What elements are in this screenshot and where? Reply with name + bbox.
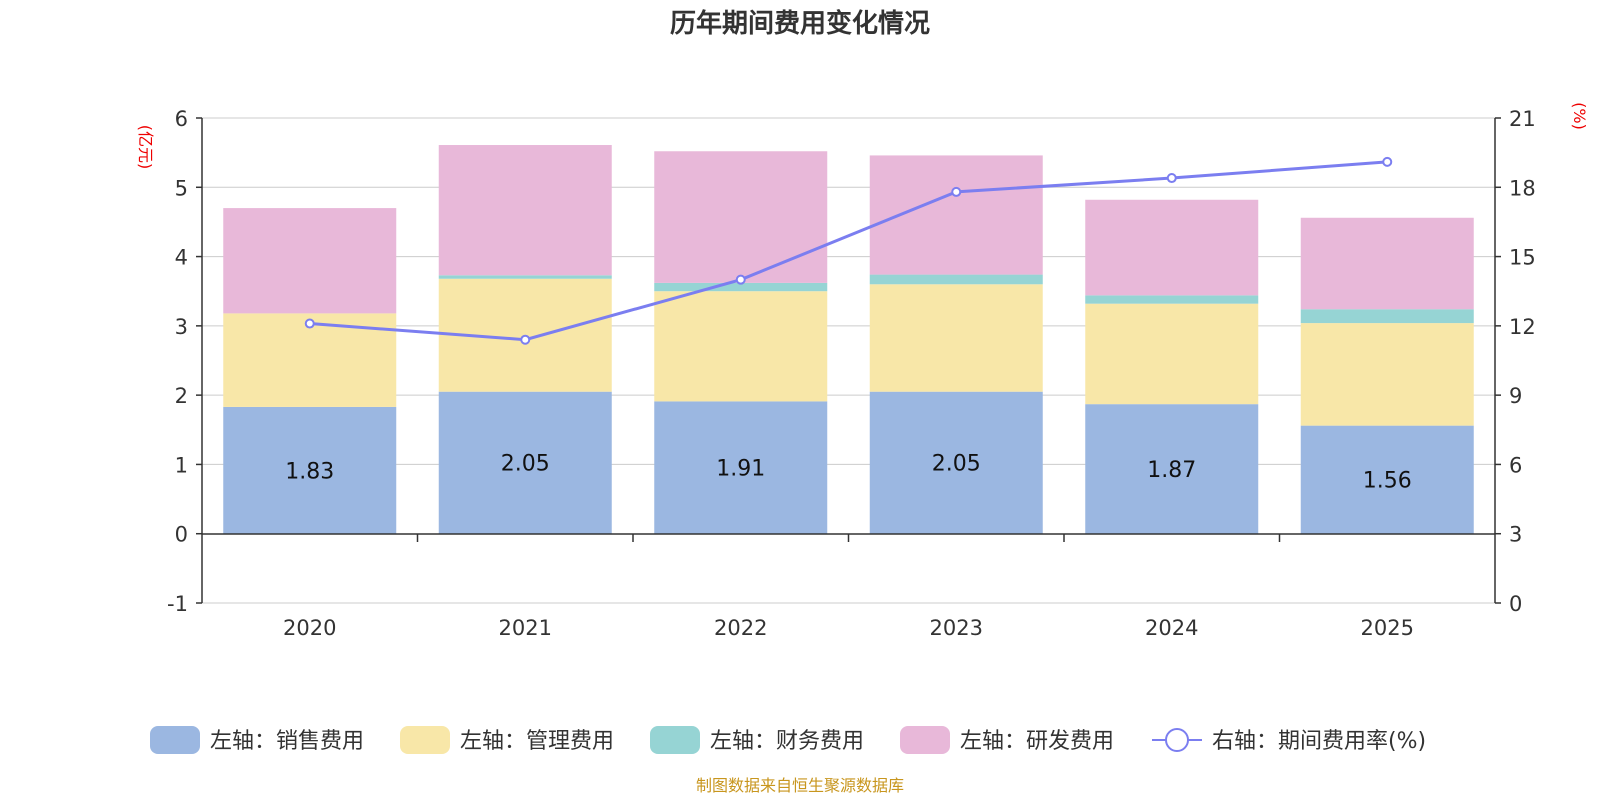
x-axis-tick-label: 2021	[499, 616, 552, 640]
left-axis-tick-label: 0	[175, 523, 188, 547]
right-axis-tick-label: 3	[1509, 523, 1522, 547]
bar-segment	[1085, 199, 1259, 296]
left-axis-tick-label: 3	[175, 315, 188, 339]
left-axis-tick-label: 1	[175, 453, 188, 477]
right-axis-tick-label: 21	[1509, 107, 1536, 131]
x-axis-tick-label: 2020	[283, 616, 336, 640]
bar-segment	[869, 274, 1043, 285]
legend-swatch	[150, 726, 200, 754]
bar-value-label: 1.91	[716, 457, 765, 482]
x-axis-tick-label: 2024	[1145, 616, 1198, 640]
bar-segment	[438, 391, 612, 534]
gridlines	[202, 117, 1495, 604]
right-axis-tick-label: 0	[1509, 592, 1522, 616]
bar-value-label: 1.87	[1147, 458, 1196, 483]
bar-segment	[654, 291, 828, 402]
bar-segment	[869, 391, 1043, 534]
bar-segment	[1085, 404, 1259, 534]
legend: 左轴：销售费用 左轴：管理费用 左轴：财务费用 左轴：研发费用 右轴：期间费用率(%)	[150, 726, 1426, 754]
chart-title: 历年期间费用变化情况	[670, 8, 930, 39]
rate-line	[309, 160, 1388, 342]
bar-value-label: 1.83	[285, 459, 334, 484]
bar-segment	[1085, 303, 1259, 405]
legend-marker	[1165, 728, 1189, 752]
left-axis-tick-label: 4	[175, 246, 188, 270]
bar-segment	[1300, 217, 1474, 310]
bar-segment	[223, 208, 397, 314]
x-axis-tick-label: 2022	[714, 616, 767, 640]
rate-point	[1166, 173, 1177, 184]
left-axis-tick-label: 6	[175, 107, 188, 131]
rate-point	[735, 274, 746, 285]
bar-segment	[654, 401, 828, 534]
legend-label: 左轴：研发费用	[960, 729, 1114, 754]
bar-series: 1.83 2.05 1.91 2.05 1.87 1.56	[223, 145, 1474, 534]
bar-segment	[438, 145, 612, 276]
legend-swatch	[400, 726, 450, 754]
bar-segment	[1085, 295, 1259, 304]
right-axis-tick-label: 15	[1509, 246, 1536, 270]
legend-label: 左轴：管理费用	[460, 729, 614, 754]
right-axis-tick-label: 9	[1509, 384, 1522, 408]
bar-segment	[654, 151, 828, 283]
right-axis-tick-label: 6	[1509, 453, 1522, 477]
left-axis-tick-label: -1	[167, 592, 188, 616]
legend-swatch	[900, 726, 950, 754]
bar-segment	[1300, 425, 1474, 534]
legend-label: 左轴：财务费用	[710, 729, 864, 754]
bar-value-label: 1.56	[1363, 469, 1412, 494]
bar-segment	[654, 282, 828, 292]
bar-value-label: 2.05	[501, 452, 550, 477]
rate-point	[951, 186, 962, 197]
x-axis-tick-label: 2025	[1361, 616, 1414, 640]
right-axis-tick-label: 18	[1509, 176, 1536, 200]
bar-segment	[1300, 323, 1474, 426]
rate-point	[304, 318, 315, 329]
rate-line-series	[304, 156, 1393, 345]
legend-label: 左轴：销售费用	[210, 729, 364, 754]
legend-label: 右轴：期间费用率(%)	[1212, 729, 1426, 754]
left-axis-tick-label: 2	[175, 384, 188, 408]
bar-segment	[438, 275, 612, 279]
rate-point	[520, 334, 531, 345]
left-axis-tick-label: 5	[175, 176, 188, 200]
data-source-note: 制图数据来自恒生聚源数据库	[696, 776, 904, 795]
left-axis-unit: (亿元)	[136, 125, 155, 170]
bar-value-label: 2.05	[932, 452, 981, 477]
x-axis-tick-label: 2023	[930, 616, 983, 640]
bar-segment	[223, 406, 397, 534]
right-axis-tick-label: 12	[1509, 315, 1536, 339]
right-axis-unit: (%)	[1570, 102, 1589, 130]
bar-segment	[1300, 309, 1474, 324]
rate-point	[1382, 156, 1393, 167]
bar-segment	[869, 284, 1043, 392]
legend-swatch	[650, 726, 700, 754]
